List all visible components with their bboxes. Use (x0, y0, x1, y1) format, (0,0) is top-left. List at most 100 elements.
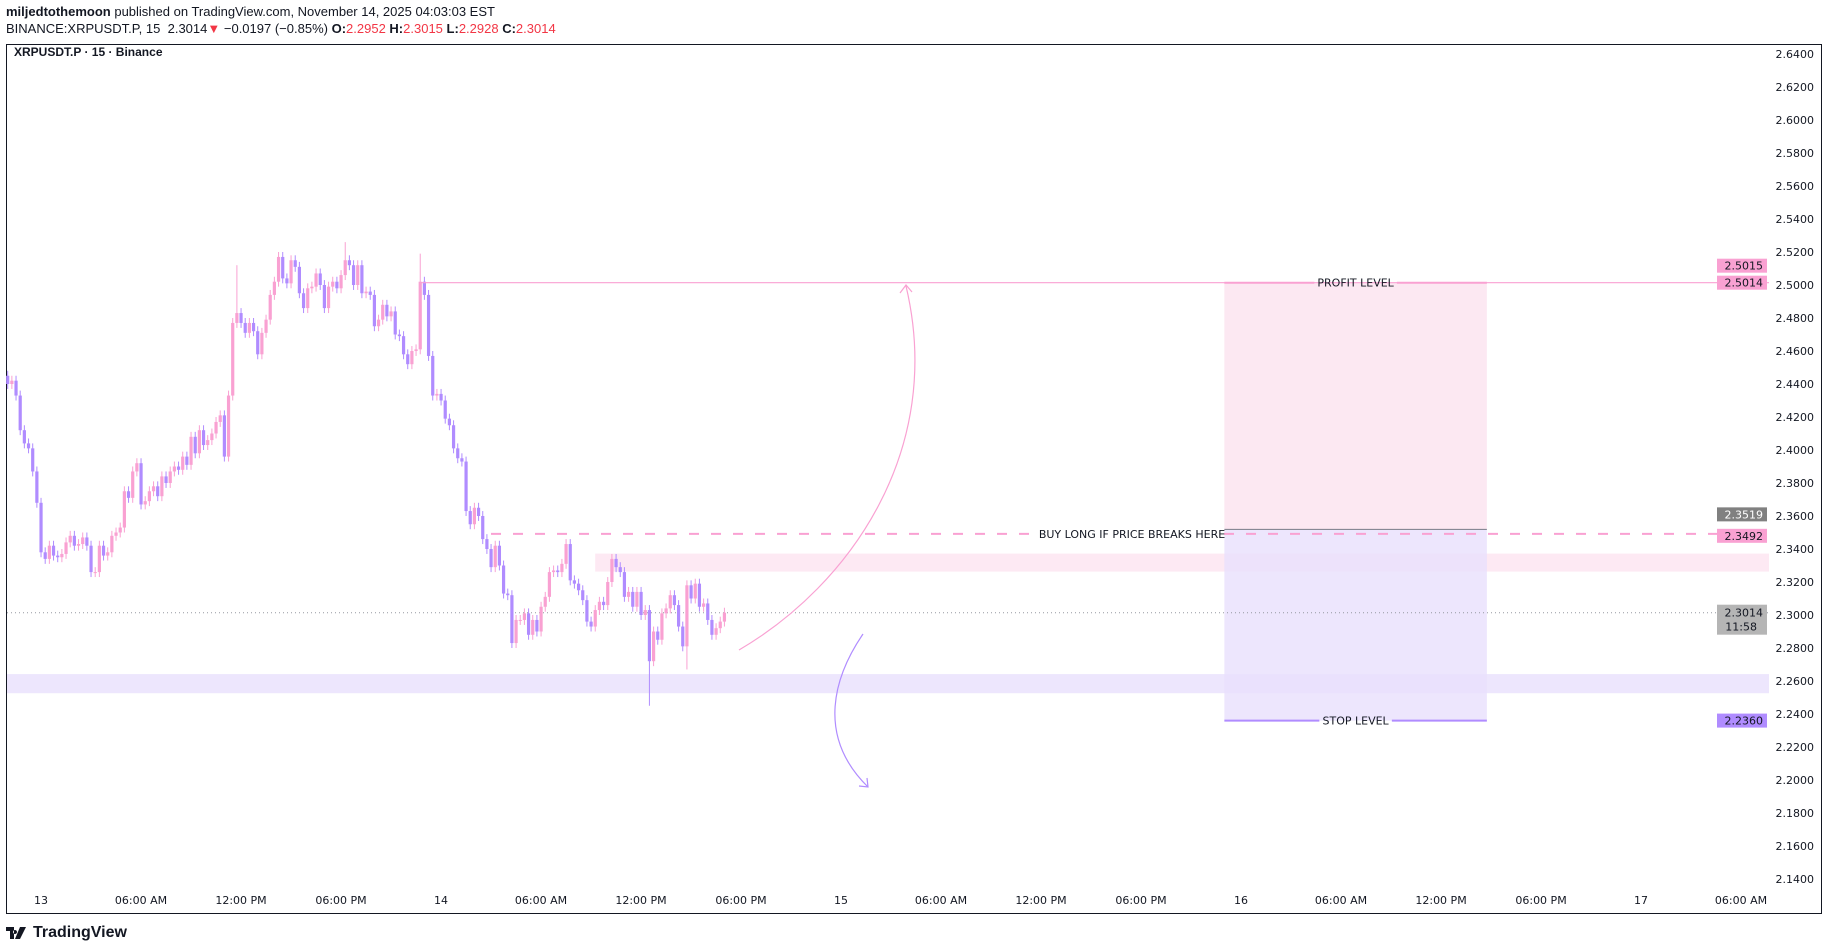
candle (614, 553, 618, 573)
candle-body (101, 545, 106, 556)
candle (451, 420, 456, 454)
candle-body (443, 400, 447, 419)
up-arrow-head-icon (899, 284, 913, 294)
candle (456, 443, 460, 464)
candle (76, 539, 81, 551)
candle-body (68, 535, 72, 543)
candle (406, 349, 410, 370)
candle (697, 578, 702, 612)
candle (589, 616, 593, 632)
candle-body (710, 619, 714, 635)
candle (626, 586, 631, 602)
candle-body (385, 304, 389, 317)
price-axis[interactable]: 2.6400 2.6200 2.6000 2.5800 2.5600 2.5400 2.52… (1776, 48, 1815, 886)
candle-body (356, 265, 360, 285)
candle-body (151, 486, 156, 492)
candle-body (164, 476, 168, 483)
support-zone[interactable] (7, 674, 1769, 694)
candle-body (310, 286, 314, 289)
candle (610, 553, 614, 587)
candle-body (114, 532, 118, 536)
time-tick-label: 06:00 PM (715, 894, 766, 907)
price-tick-label: 2.5000 (1776, 279, 1815, 292)
candle (47, 540, 51, 564)
candle-body (635, 591, 639, 607)
candle (410, 346, 414, 370)
candle-body (297, 266, 301, 294)
candle-body (481, 516, 485, 540)
candle (651, 626, 656, 667)
candle-body (106, 552, 110, 556)
time-axis[interactable]: 13 06:00 AM 12:00 PM 06:00 PM 14 06:00 AM 12:0… (34, 894, 1767, 907)
long-position-stop-area[interactable] (1224, 529, 1487, 721)
price-tick-label: 2.6400 (1776, 48, 1815, 61)
stop-price-label: 2.2360 (1725, 715, 1764, 728)
resistance-zone[interactable] (595, 553, 1769, 572)
candle (10, 375, 14, 389)
candle-body (197, 430, 201, 454)
price-tick-label: 2.3600 (1776, 510, 1815, 523)
candle-body (664, 608, 668, 614)
candle-body (464, 461, 468, 512)
candle (285, 273, 289, 289)
candle (272, 276, 276, 300)
candle-body (718, 621, 722, 629)
candle (372, 289, 376, 332)
candle (381, 299, 385, 325)
candle-body (264, 319, 268, 333)
candle (535, 615, 539, 637)
candle-body (314, 273, 318, 287)
candle-body (176, 466, 181, 470)
long-position-profit-area[interactable] (1224, 282, 1487, 530)
candle (139, 458, 143, 510)
candle (193, 431, 197, 459)
symbol: BINANCE:XRPUSDT.P, 15 (6, 21, 161, 36)
price-tick-label: 2.6000 (1776, 114, 1815, 127)
tradingview-logo[interactable]: TradingView (6, 924, 127, 942)
candle (264, 314, 268, 338)
candle (401, 331, 406, 360)
candle-body (339, 275, 343, 289)
time-tick-label: 06:00 PM (1115, 894, 1166, 907)
breakout-label: BUY LONG IF PRICE BREAKS HERE (1039, 528, 1225, 541)
candle-body (172, 466, 176, 472)
candle-body (681, 626, 685, 647)
candle-body (393, 311, 397, 335)
entry-price-label: 2.3519 (1725, 508, 1764, 521)
candle-body (14, 380, 18, 396)
candle-body (568, 544, 572, 581)
target-price-label: 2.5014 (1725, 277, 1764, 290)
candle (210, 428, 214, 446)
candle (331, 276, 335, 292)
candle (172, 461, 176, 477)
symbol-info: BINANCE:XRPUSDT.P, 15 2.3014▼ −0.0197 (−… (6, 21, 556, 36)
candle-body (260, 332, 264, 355)
candle (156, 481, 160, 502)
drawings[interactable]: BUY LONG IF PRICE BREAKS HERE PROFIT LEVE… (420, 277, 1769, 728)
candle-body (143, 501, 147, 505)
candle (568, 539, 572, 586)
author-name[interactable]: miljedtothemoon (6, 4, 111, 19)
candle (293, 255, 297, 272)
candle-body (668, 595, 672, 609)
price-tick-label: 2.3000 (1776, 609, 1815, 622)
candle-body (139, 463, 143, 505)
candle (322, 280, 326, 314)
close-value: 2.3014 (515, 21, 556, 36)
candle-body (10, 380, 14, 384)
candle (639, 586, 643, 620)
candle (135, 458, 139, 477)
up-curved-arrow[interactable] (738, 285, 916, 651)
candle (481, 511, 485, 545)
candle-body (597, 601, 602, 611)
candle (468, 506, 472, 530)
candle (351, 260, 356, 290)
candle (556, 565, 560, 578)
low-value: 2.2928 (458, 21, 499, 36)
breakout-price-label: 2.3492 (1725, 530, 1764, 543)
candle (531, 615, 535, 640)
down-curved-arrow[interactable] (834, 633, 869, 788)
candle (297, 261, 301, 299)
candle-body (206, 440, 210, 446)
